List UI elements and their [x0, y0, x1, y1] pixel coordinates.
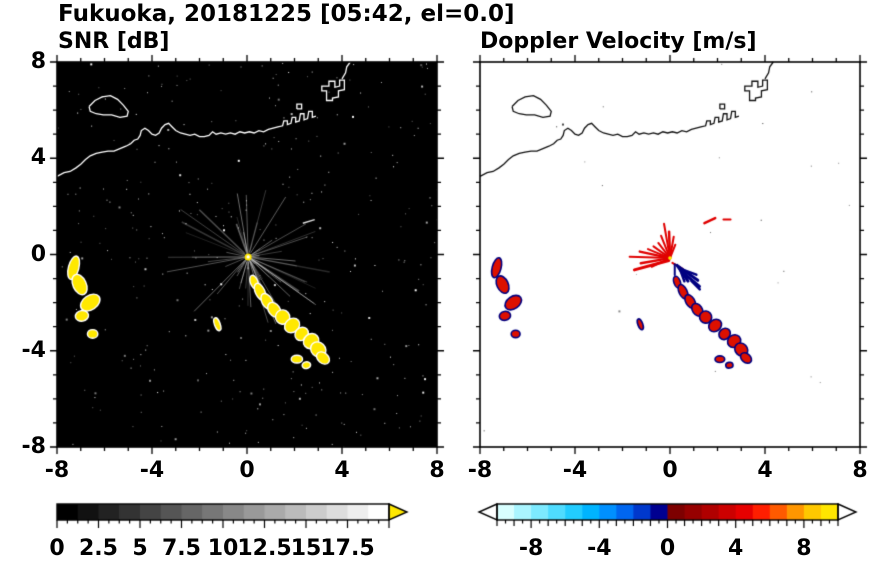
doppler-colorbar-tick-label: -8 — [518, 536, 544, 561]
snr-x-axis-tick-label: 0 — [239, 458, 255, 483]
y-axis-tick-label: 8 — [30, 49, 46, 74]
doppler-panel-title: Doppler Velocity [m/s] — [480, 29, 757, 54]
doppler-panel — [472, 54, 868, 455]
snr-colorbar — [49, 498, 419, 544]
snr-x-axis-tick-label: 8 — [429, 458, 445, 483]
snr-colorbar-tick-label: 17.5 — [320, 536, 375, 561]
snr-colorbar-tick-label: 12.5 — [237, 536, 292, 561]
y-axis-tick-label: 4 — [30, 145, 46, 171]
figure-title: Fukuoka, 20181225 [05:42, el=0.0] — [58, 1, 515, 27]
y-axis-tick-label: -8 — [21, 434, 46, 459]
snr-colorbar-tick-label: 15 — [290, 536, 322, 561]
snr-colorbar-tick-label: 10 — [207, 536, 239, 561]
doppler-colorbar-tick-label: -4 — [587, 536, 612, 561]
snr-colorbar-tick-label: 5 — [132, 536, 148, 561]
snr-colorbar-tick-label: 7.5 — [162, 536, 201, 561]
snr-x-axis-tick-label: -8 — [44, 458, 70, 483]
doppler-colorbar-tick-label: 0 — [659, 536, 676, 561]
doppler-colorbar-tick-label: 4 — [728, 536, 744, 561]
snr-panel-title: SNR [dB] — [58, 29, 170, 54]
doppler-x-axis-tick-label: 4 — [757, 458, 773, 483]
doppler-x-axis-tick-label: -8 — [467, 458, 493, 483]
doppler-colorbar-tick-label: 8 — [796, 536, 812, 561]
snr-x-axis-tick-label: -4 — [139, 458, 165, 483]
snr-x-axis-tick-label: 4 — [334, 458, 350, 483]
snr-colorbar-tick-label: 0 — [49, 536, 65, 561]
y-axis-tick-label: -4 — [21, 337, 46, 363]
snr-panel — [49, 54, 445, 455]
y-axis-tick-label: 0 — [30, 241, 46, 267]
doppler-colorbar — [472, 498, 868, 544]
snr-colorbar-tick-label: 2.5 — [79, 536, 118, 561]
doppler-x-axis-tick-label: -4 — [562, 458, 588, 483]
doppler-x-axis-tick-label: 8 — [852, 458, 868, 483]
doppler-x-axis-tick-label: 0 — [662, 458, 678, 483]
